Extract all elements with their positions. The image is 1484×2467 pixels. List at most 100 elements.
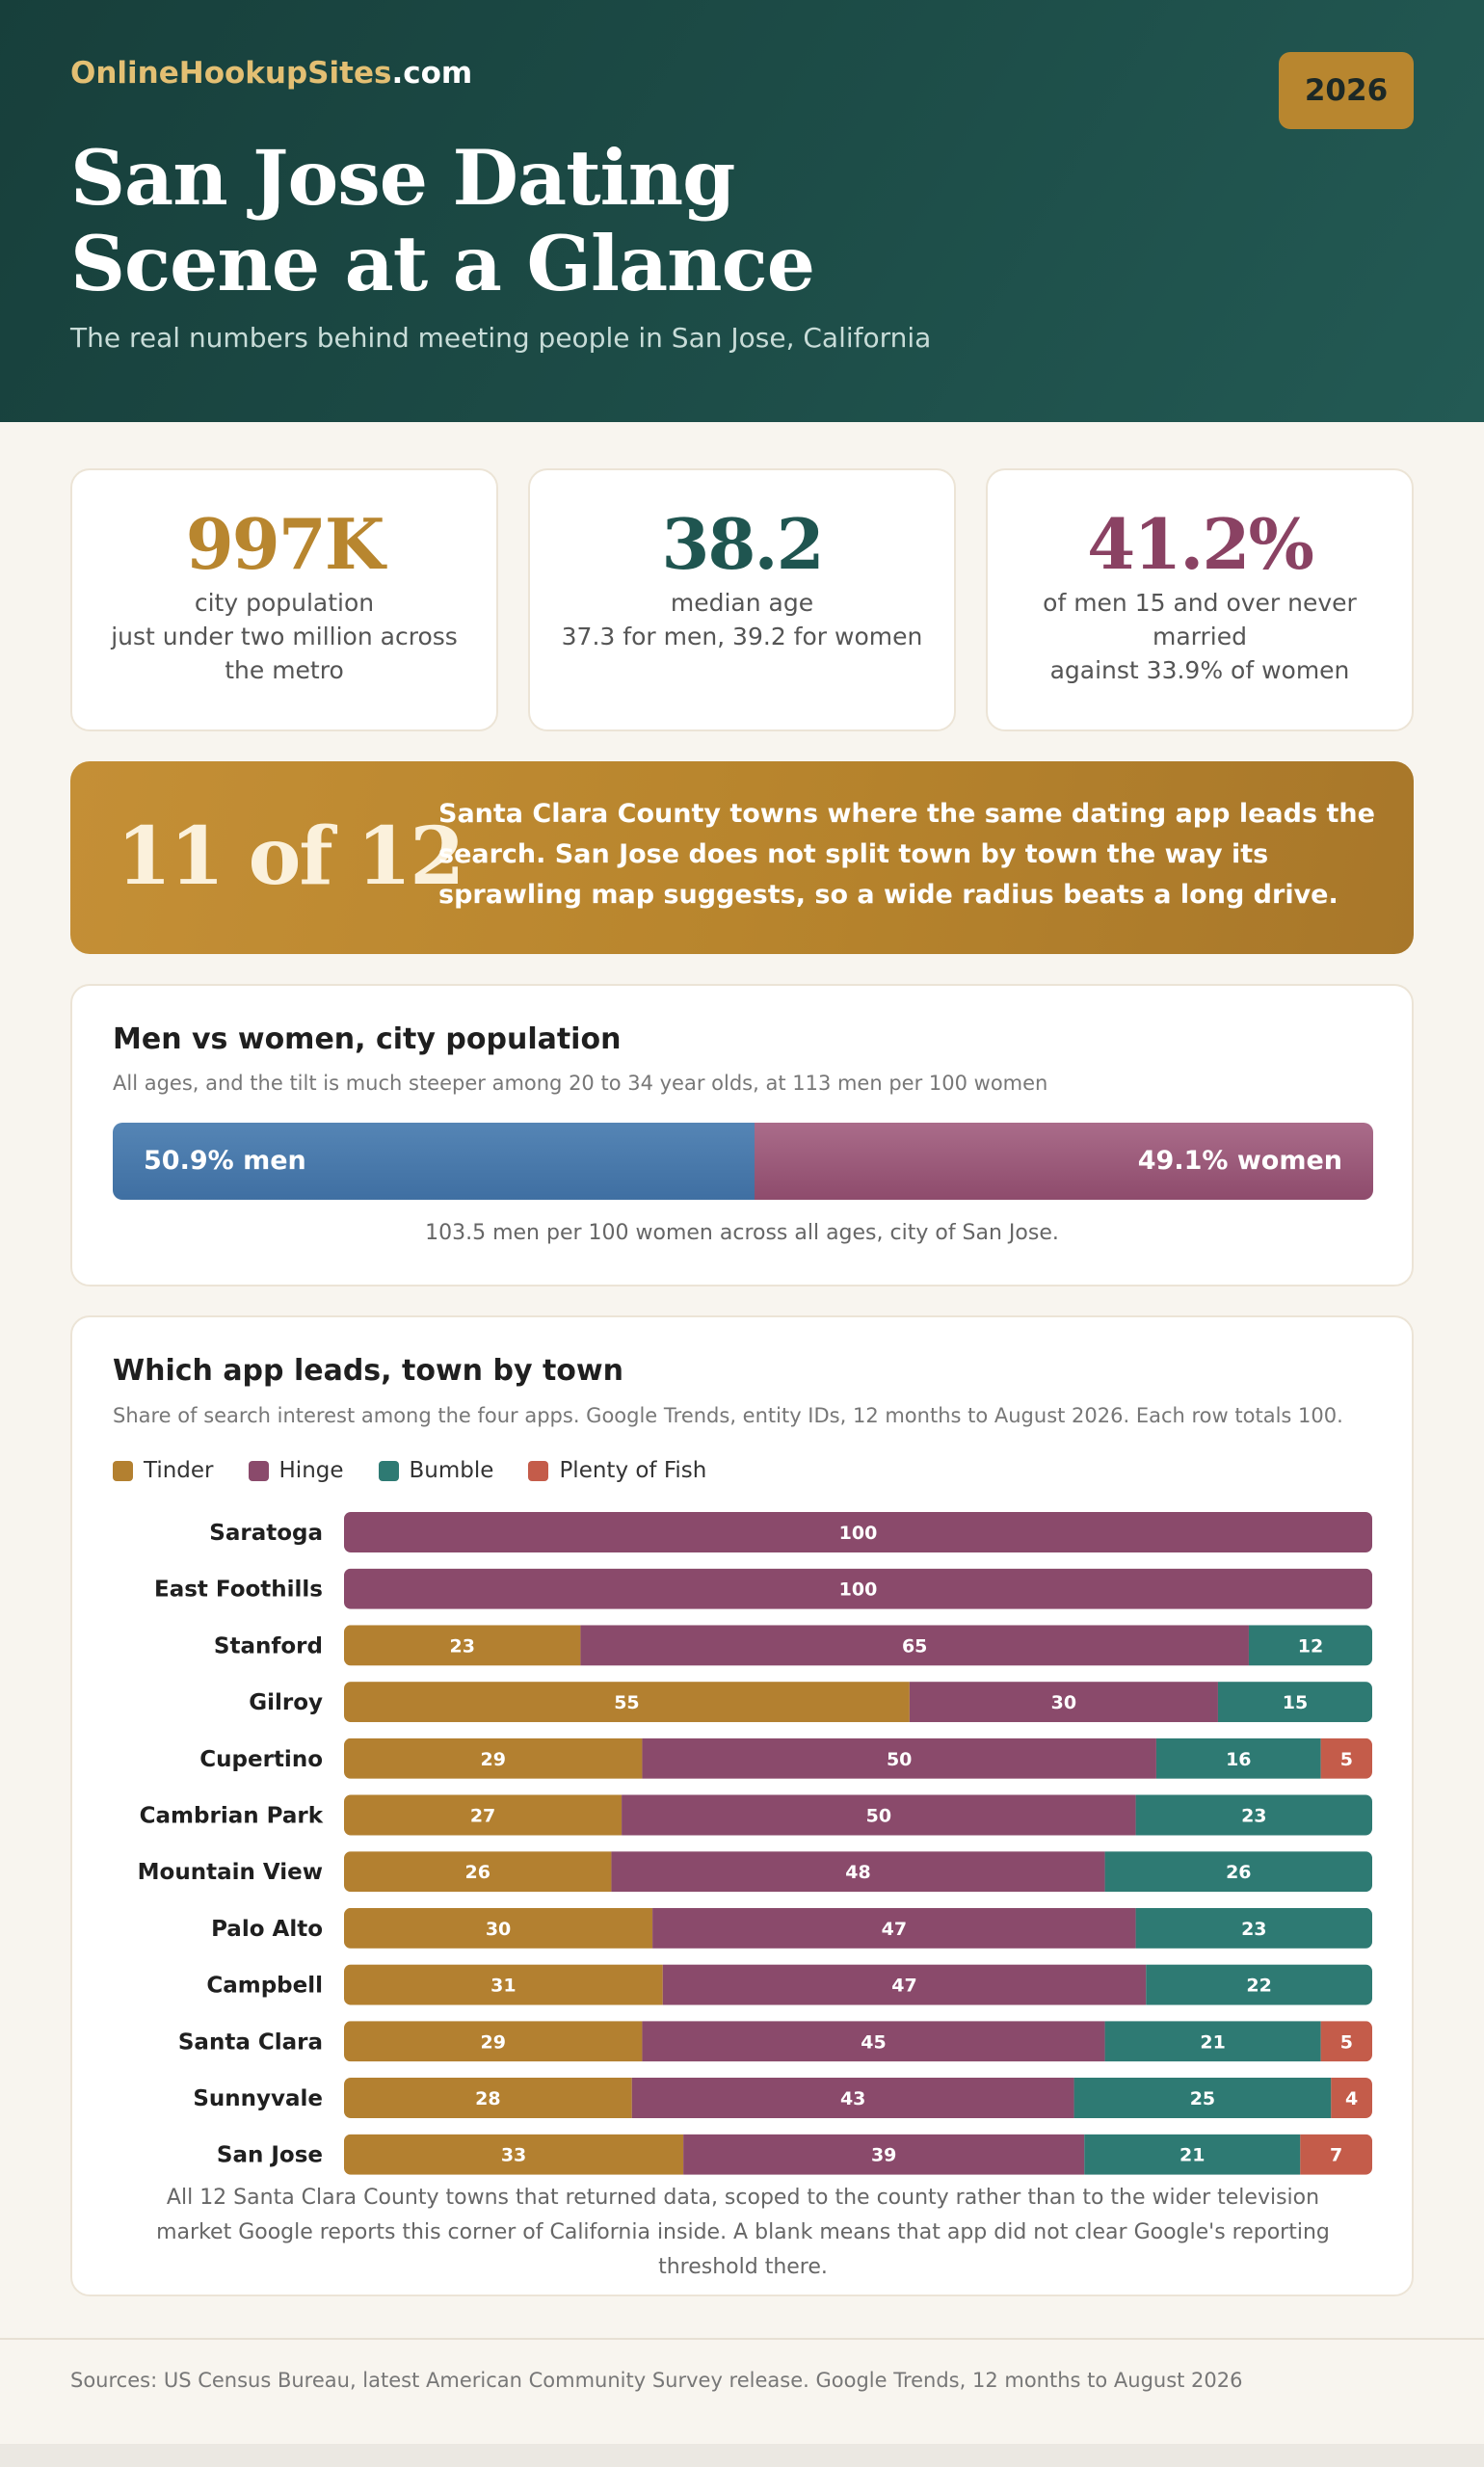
data-label: 31 xyxy=(490,1976,516,1997)
bar-segment-plenty-of-fish xyxy=(1331,2078,1372,2118)
stacked-bar: 27 50 23 xyxy=(344,1794,1372,1836)
bar-segment-bumble xyxy=(1135,1907,1372,1949)
stacked-bar: 30 47 23 xyxy=(344,1907,1372,1949)
category-label: Sunnyvale xyxy=(193,2086,323,2111)
bar-segment-plenty-of-fish xyxy=(1320,2021,1372,2062)
brand-tld: .com xyxy=(391,56,473,91)
stat-label: city population xyxy=(194,589,375,617)
bar-segment-tinder xyxy=(344,1738,643,1779)
category-label: Saratoga xyxy=(209,1521,323,1546)
chart-row: Campbell 31 47 22 xyxy=(206,1964,1372,2005)
legend-swatch xyxy=(113,1460,133,1481)
legend-label: Bumble xyxy=(409,1458,494,1483)
women-share-segment: 49.1% women xyxy=(754,1123,1373,1200)
chart-row: San Jose 33 39 21 7 xyxy=(217,2134,1372,2175)
chart-row: Cambrian Park 27 50 23 xyxy=(140,1794,1372,1836)
stat-value: 38.2 xyxy=(661,503,824,585)
data-label: 50 xyxy=(866,1806,891,1827)
panel-subtitle: All ages, and the tilt is much steeper a… xyxy=(113,1072,1048,1095)
data-label: 30 xyxy=(486,1919,511,1940)
data-label: 45 xyxy=(861,2031,886,2053)
category-label: Palo Alto xyxy=(211,1917,323,1942)
stat-card-never-married: 41.2% of men 15 and over never married a… xyxy=(986,468,1414,731)
stacked-bar: 29 45 21 5 xyxy=(344,2021,1372,2062)
stat-value: 41.2% xyxy=(1087,503,1314,585)
stat-detail: against 33.9% of women xyxy=(1049,656,1350,684)
category-label: Santa Clara xyxy=(178,2029,323,2055)
legend-item: Bumble xyxy=(378,1458,494,1483)
footer-divider xyxy=(0,2338,1484,2340)
stat-label: median age xyxy=(670,589,814,617)
bar-segment-plenty-of-fish xyxy=(1320,1738,1372,1779)
stat-label: of men 15 and over never married xyxy=(1043,589,1357,650)
category-label: Stanford xyxy=(214,1633,323,1658)
category-label: East Foothills xyxy=(154,1578,323,1603)
bar-segment-bumble xyxy=(1217,1682,1372,1723)
men-share-segment: 50.9% men xyxy=(113,1123,755,1200)
legend-swatch xyxy=(378,1460,399,1481)
data-label: 23 xyxy=(1241,1919,1266,1940)
data-label: 23 xyxy=(1241,1806,1266,1827)
chart-subtitle: Share of search interest among the four … xyxy=(113,1404,1343,1427)
data-label: 15 xyxy=(1283,1692,1308,1713)
bar-segment-bumble xyxy=(1155,1738,1321,1779)
chart-row: Gilroy 55 30 15 xyxy=(249,1682,1372,1723)
bar-segment-hinge xyxy=(652,1907,1136,1949)
footer-band xyxy=(0,2444,1484,2467)
brand-logo[interactable]: OnlineHookupSites.com xyxy=(70,56,472,91)
gender-split-panel: Men vs women, city population All ages, … xyxy=(70,984,1414,1287)
legend-item: Plenty of Fish xyxy=(528,1458,706,1483)
chart-row: Santa Clara 29 45 21 5 xyxy=(178,2021,1372,2062)
legend-item: Tinder xyxy=(113,1458,214,1483)
bar-segment-hinge xyxy=(611,1851,1105,1893)
category-label: Cambrian Park xyxy=(140,1804,324,1829)
legend-label: Hinge xyxy=(278,1458,344,1483)
data-label: 5 xyxy=(1340,2031,1353,2053)
chart-row: East Foothills 100 xyxy=(154,1568,1372,1609)
chart-row: Sunnyvale 28 43 25 4 xyxy=(193,2078,1372,2118)
stat-value: 997K xyxy=(185,503,385,585)
header-banner: OnlineHookupSites.com 2026 San Jose Dati… xyxy=(0,0,1484,422)
legend-item: Hinge xyxy=(248,1458,344,1483)
category-label: San Jose xyxy=(217,2143,323,2168)
chart-row: Saratoga 100 xyxy=(209,1512,1372,1552)
category-label: Campbell xyxy=(206,1974,323,1999)
data-label: 100 xyxy=(839,1523,878,1544)
legend-swatch xyxy=(248,1460,269,1481)
bar-segment-bumble xyxy=(1104,1851,1372,1893)
bar-segment-plenty-of-fish xyxy=(1300,2134,1372,2175)
data-label: 33 xyxy=(501,2145,526,2166)
stacked-bar: 23 65 12 xyxy=(344,1625,1372,1666)
bar-segment-tinder xyxy=(344,1794,623,1836)
stacked-bar-chart: Saratoga 100 East Foothills 100 Stanford 23 65… xyxy=(138,1512,1372,2175)
data-label: 100 xyxy=(839,1579,878,1601)
data-label: 21 xyxy=(1200,2031,1225,2053)
data-label: 23 xyxy=(449,1635,474,1657)
data-label: 47 xyxy=(891,1976,916,1997)
bar-segment-bumble xyxy=(1104,2021,1321,2062)
app-leader-panel: Which app leads, town by town Share of s… xyxy=(70,1315,1414,2296)
bar-segment-hinge xyxy=(344,1512,1372,1552)
bar-segment-hinge xyxy=(344,1568,1372,1609)
bar-segment-bumble xyxy=(1084,2134,1301,2175)
highlight-figure: 11 of 12 xyxy=(117,810,464,903)
stacked-bar: 26 48 26 xyxy=(344,1851,1372,1893)
stacked-bar: 55 30 15 xyxy=(344,1682,1372,1723)
bar-segment-hinge xyxy=(580,1625,1249,1666)
chart-legend: Tinder Hinge Bumble Plenty of Fish xyxy=(113,1458,706,1483)
gender-note: 103.5 men per 100 women across all ages,… xyxy=(425,1221,1059,1245)
stat-detail: 37.3 for men, 39.2 for women xyxy=(561,623,923,650)
bar-segment-tinder xyxy=(344,1907,653,1949)
panel-title: Men vs women, city population xyxy=(113,1022,622,1056)
bar-segment-tinder xyxy=(344,2021,643,2062)
stacked-bar: 29 50 16 5 xyxy=(344,1738,1372,1779)
data-label: 4 xyxy=(1345,2088,1358,2109)
page-title-line-1: San Jose Dating xyxy=(70,133,735,223)
chart-title: Which app leads, town by town xyxy=(113,1354,623,1388)
stacked-bar: 31 47 22 xyxy=(344,1964,1372,2005)
bar-segment-tinder xyxy=(344,1964,663,2005)
data-label: 39 xyxy=(871,2145,896,2166)
data-label: 22 xyxy=(1246,1976,1271,1997)
chart-row: Cupertino 29 50 16 5 xyxy=(199,1738,1372,1779)
bar-segment-hinge xyxy=(631,2078,1074,2118)
